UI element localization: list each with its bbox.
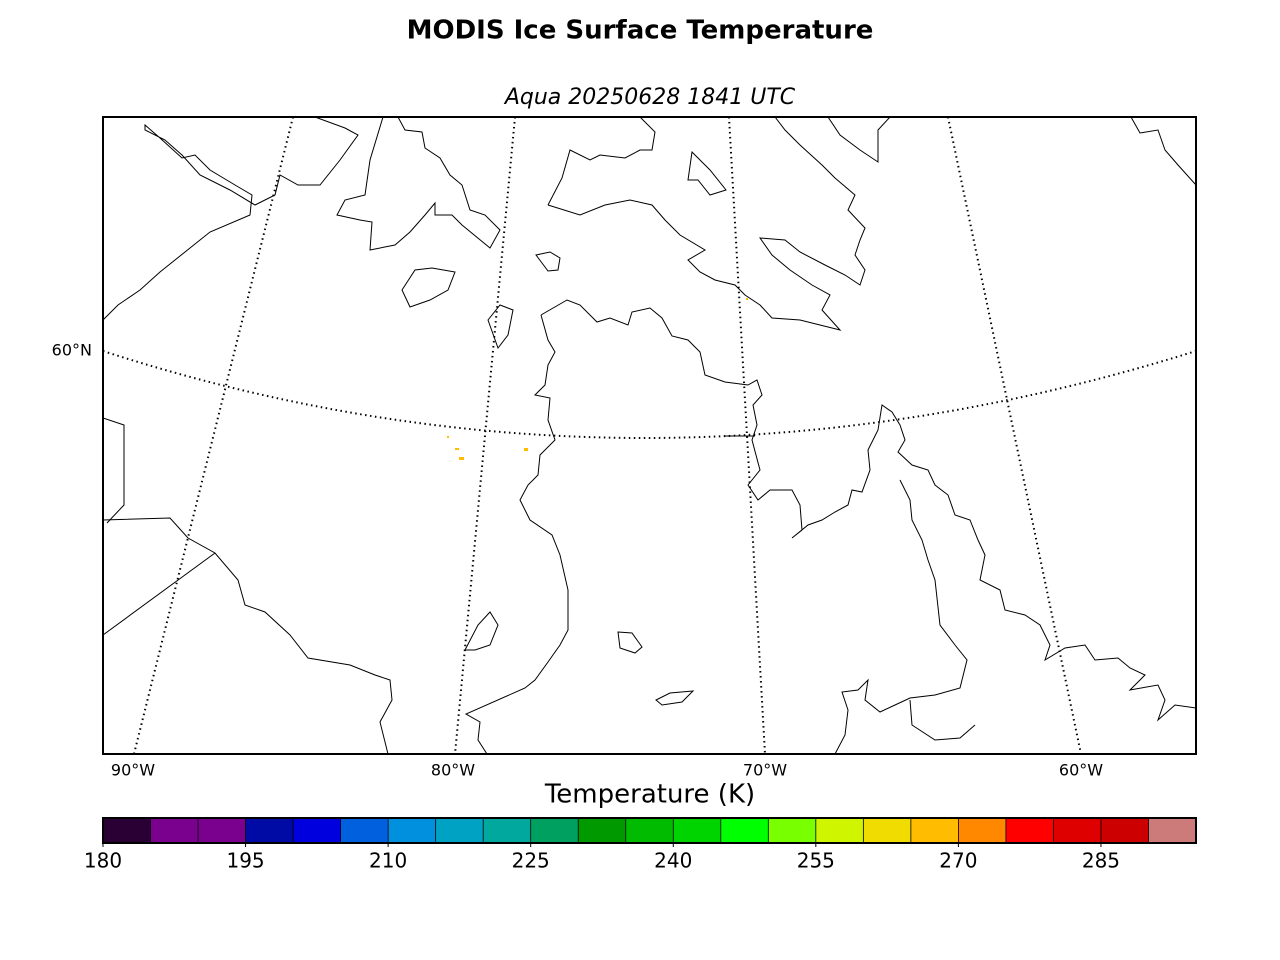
meridian xyxy=(454,117,516,754)
island xyxy=(464,611,499,651)
subtitle: Aqua 20250628 1841 UTC xyxy=(503,85,796,110)
island xyxy=(535,251,561,272)
color-bin xyxy=(150,818,199,843)
colorbar-frame xyxy=(102,817,1197,844)
tick-label: 255 xyxy=(797,849,835,873)
tick-label: 270 xyxy=(939,849,977,873)
tick-label: 210 xyxy=(369,849,407,873)
tick-label: 225 xyxy=(512,849,550,873)
map xyxy=(103,117,1196,754)
color-bin xyxy=(625,818,674,843)
island xyxy=(687,150,727,196)
coastline xyxy=(464,314,569,754)
meridian xyxy=(947,117,1082,754)
coastline xyxy=(909,699,976,741)
color-bin xyxy=(245,818,294,843)
color-bin xyxy=(388,818,436,843)
coastline xyxy=(103,417,125,524)
island xyxy=(655,690,695,706)
lon-label: 70°W xyxy=(743,761,787,780)
coastline xyxy=(336,117,501,251)
color-bin xyxy=(483,818,531,843)
tick-label: 285 xyxy=(1082,849,1120,873)
coastline xyxy=(103,517,393,754)
tick-label: 195 xyxy=(226,849,264,873)
color-bin xyxy=(435,818,484,843)
color-bin xyxy=(103,818,151,843)
lon-label: 90°W xyxy=(111,761,155,780)
coastline xyxy=(540,299,1196,722)
tick-label: 180 xyxy=(84,849,122,873)
meridian xyxy=(728,117,766,754)
island xyxy=(487,304,514,350)
color-bin xyxy=(673,818,721,843)
color-bin xyxy=(863,818,911,843)
color-bin xyxy=(720,818,769,843)
coastline xyxy=(827,117,891,163)
color-bin xyxy=(1100,818,1149,843)
meridian xyxy=(133,117,294,754)
color-bin xyxy=(293,818,341,843)
border xyxy=(103,552,216,636)
island xyxy=(617,631,643,654)
lon-label: 60°W xyxy=(1059,761,1103,780)
coastline xyxy=(547,117,656,206)
color-bin xyxy=(340,818,389,843)
color-bin xyxy=(958,818,1006,843)
lat-label: 60°N xyxy=(52,341,92,360)
colorbar-label: Temperature (K) xyxy=(544,780,755,810)
color-bin xyxy=(530,818,579,843)
coastline xyxy=(834,479,968,754)
color-bin xyxy=(198,818,246,843)
coastline xyxy=(547,117,866,331)
tick-label: 240 xyxy=(654,849,692,873)
colorbar: 180 195 210 225 240 255 270 285 xyxy=(84,817,1197,873)
coastline xyxy=(1130,117,1196,186)
coastline xyxy=(103,117,359,321)
map-frame xyxy=(102,116,1197,755)
parallel xyxy=(103,350,1196,439)
island xyxy=(401,267,456,308)
data-pixels xyxy=(447,298,748,460)
color-bin xyxy=(815,818,864,843)
lon-label: 80°W xyxy=(431,761,475,780)
color-bin xyxy=(1148,818,1196,843)
color-bin xyxy=(1005,818,1054,843)
color-bin xyxy=(1053,818,1101,843)
title: MODIS Ice Surface Temperature xyxy=(407,16,874,46)
color-bin xyxy=(768,818,816,843)
color-bin xyxy=(910,818,959,843)
color-bin xyxy=(578,818,626,843)
